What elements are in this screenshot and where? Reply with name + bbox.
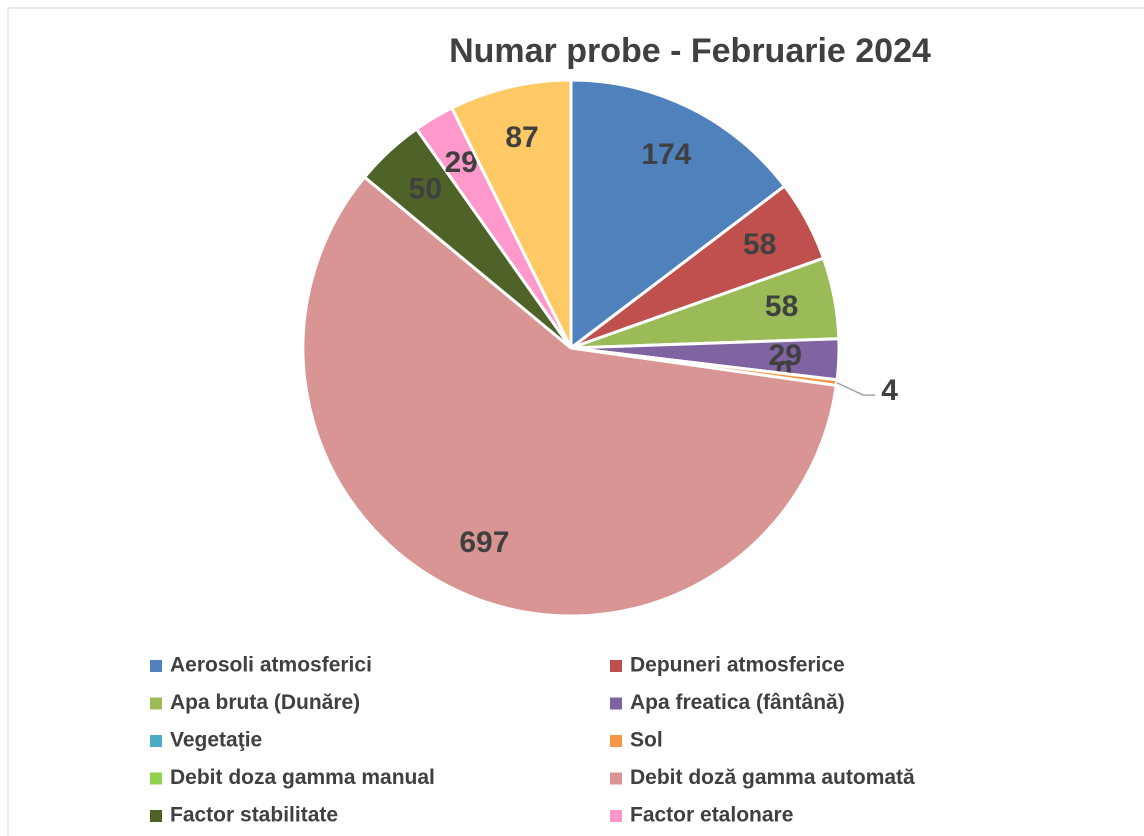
- legend-swatch: [610, 772, 622, 785]
- legend-swatch: [610, 697, 622, 710]
- legend-swatch: [610, 810, 622, 822]
- legend-label: Debit doză gamma automată: [630, 766, 915, 789]
- legend-swatch: [150, 810, 162, 822]
- data-label: 50: [409, 173, 442, 206]
- legend-swatch: [150, 735, 162, 747]
- data-label: 58: [765, 290, 798, 323]
- legend-swatch: [150, 772, 162, 785]
- data-label: 4: [881, 374, 898, 407]
- data-label: 174: [641, 138, 691, 171]
- legend-label: Aerosoli atmosferici: [170, 654, 372, 677]
- legend-label: Depuneri atmosferice: [630, 654, 845, 677]
- data-label: 87: [505, 121, 538, 154]
- legend-label: Vegetaţie: [170, 729, 262, 752]
- chart-title: Numar probe - Februarie 2024: [449, 32, 931, 70]
- legend-label: Factor etalonare: [630, 804, 793, 827]
- leader-line: [836, 382, 876, 396]
- pie-slice: [301, 175, 839, 618]
- legend-label: Apa freatica (fântână): [630, 691, 845, 714]
- legend-label: Apa bruta (Dunăre): [170, 691, 360, 714]
- data-label: 29: [769, 339, 802, 372]
- legend-label: Debit doza gamma manual: [170, 766, 435, 789]
- data-label: 58: [743, 228, 776, 261]
- legend-label: Sol: [630, 729, 663, 752]
- pie-slice: [449, 78, 573, 349]
- legend-swatch: [610, 660, 622, 672]
- legend-swatch: [150, 660, 162, 672]
- pie-slice: [569, 78, 787, 352]
- legend-swatch: [150, 697, 162, 710]
- data-label: 697: [459, 526, 509, 559]
- legend-swatch: [610, 735, 622, 747]
- legend-label: Factor stabilitate: [170, 804, 338, 827]
